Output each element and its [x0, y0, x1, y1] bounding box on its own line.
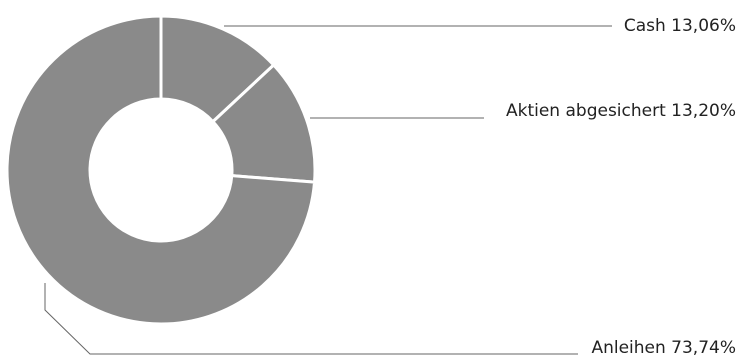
slice-label-aktien-abgesichert: Aktien abgesichert 13,20% — [506, 101, 736, 121]
leader-line-anleihen — [44, 283, 578, 355]
slice-label-cash: Cash 13,06% — [624, 16, 736, 36]
label-aktien-abgesichert: Aktien abgesichert 13,20% — [310, 101, 736, 121]
slice-label-anleihen: Anleihen 73,74% — [591, 338, 736, 358]
slice-anleihen — [5, 14, 317, 326]
donut-slices — [5, 14, 317, 326]
label-anleihen: Anleihen 73,74% — [44, 283, 736, 358]
label-cash: Cash 13,06% — [224, 16, 736, 36]
